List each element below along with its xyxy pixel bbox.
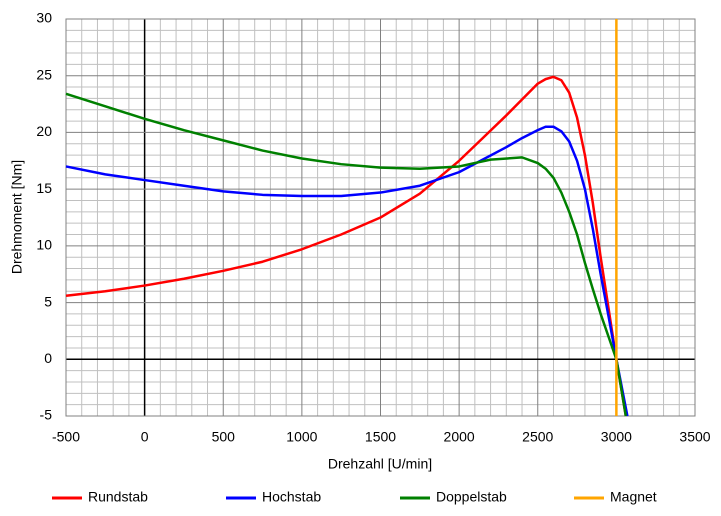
x-axis-label: Drehzahl [U/min]: [328, 456, 432, 472]
x-tick-label: 2000: [444, 429, 475, 445]
series-line: [65, 125, 629, 417]
x-tick-label: 1500: [365, 429, 396, 445]
y-tick-label: 15: [36, 180, 52, 196]
y-tick-label: 30: [36, 10, 52, 26]
y-tick-label: 25: [36, 66, 52, 82]
x-tick-label: 1000: [286, 429, 317, 445]
legend-label: Hochstab: [262, 489, 321, 505]
y-tick-label: 20: [36, 123, 52, 139]
y-tick-label: -5: [40, 407, 53, 423]
y-tick-label: 0: [44, 350, 52, 366]
series-line: [65, 92, 628, 417]
y-tick-label: 5: [44, 293, 52, 309]
legend-label: Rundstab: [88, 489, 148, 505]
x-tick-label: 500: [212, 429, 236, 445]
legend-label: Doppelstab: [436, 489, 507, 505]
y-tick-label: 10: [36, 237, 52, 253]
plot-border: [65, 18, 696, 417]
legend-label: Magnet: [610, 489, 657, 505]
series-line: [65, 75, 628, 417]
x-tick-label: 3000: [601, 429, 632, 445]
x-tick-label: 3500: [679, 429, 710, 445]
x-tick-label: 0: [141, 429, 149, 445]
x-tick-label: -500: [52, 429, 80, 445]
y-axis-label: Drehmoment [Nm]: [9, 160, 25, 274]
x-tick-label: 2500: [522, 429, 553, 445]
